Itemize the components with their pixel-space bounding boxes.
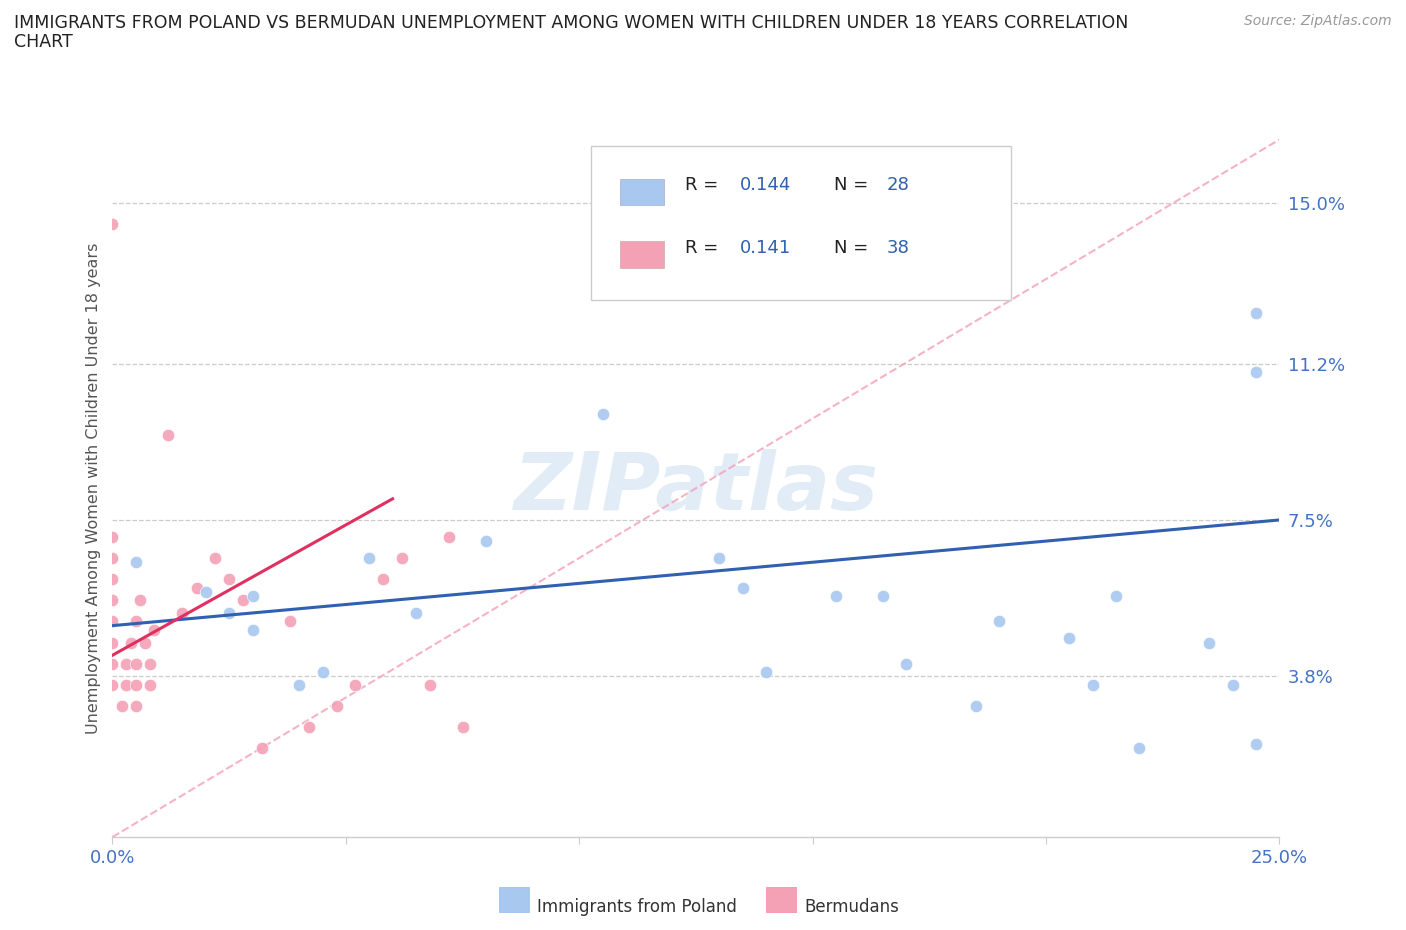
Text: ZIPatlas: ZIPatlas xyxy=(513,449,879,527)
Point xyxy=(1244,305,1267,320)
Point xyxy=(115,657,138,671)
Point xyxy=(592,406,614,421)
Point xyxy=(250,741,273,756)
Point xyxy=(1105,589,1128,604)
Point xyxy=(101,657,124,671)
Point xyxy=(419,677,441,692)
Point xyxy=(101,614,124,629)
Point xyxy=(204,551,226,565)
Point xyxy=(125,555,148,570)
Point xyxy=(405,605,427,620)
Text: Source: ZipAtlas.com: Source: ZipAtlas.com xyxy=(1244,14,1392,28)
Point xyxy=(125,614,148,629)
Point xyxy=(242,589,264,604)
Point xyxy=(157,428,180,443)
Point xyxy=(359,551,381,565)
Point xyxy=(1244,365,1267,379)
Text: N =: N = xyxy=(834,176,873,194)
Point xyxy=(101,551,124,565)
Point xyxy=(242,622,264,637)
Point xyxy=(139,657,162,671)
Text: N =: N = xyxy=(834,239,873,257)
Point xyxy=(115,677,138,692)
Text: R =: R = xyxy=(686,239,724,257)
Point xyxy=(288,677,311,692)
Point xyxy=(232,592,254,607)
Point xyxy=(139,677,162,692)
Point xyxy=(101,677,124,692)
Point xyxy=(111,698,134,713)
Text: CHART: CHART xyxy=(14,33,73,50)
Point xyxy=(731,580,754,595)
Point xyxy=(872,589,894,604)
Point xyxy=(218,605,240,620)
Text: R =: R = xyxy=(686,176,724,194)
FancyBboxPatch shape xyxy=(620,179,665,206)
Point xyxy=(1128,741,1150,756)
Point xyxy=(988,614,1011,629)
Point xyxy=(1244,737,1267,751)
Text: 38: 38 xyxy=(886,239,910,257)
Point xyxy=(1222,677,1244,692)
Point xyxy=(437,529,460,544)
Point xyxy=(101,217,124,232)
Point xyxy=(125,657,148,671)
Point xyxy=(129,592,152,607)
Point xyxy=(101,592,124,607)
Point xyxy=(186,580,208,595)
Point xyxy=(894,657,917,671)
Point xyxy=(172,605,194,620)
Point xyxy=(344,677,367,692)
Point xyxy=(278,614,301,629)
Point xyxy=(825,589,848,604)
FancyBboxPatch shape xyxy=(591,147,1011,300)
Point xyxy=(373,572,395,587)
Point xyxy=(297,720,319,735)
Point xyxy=(125,677,148,692)
Point xyxy=(1081,677,1104,692)
Point xyxy=(325,698,347,713)
Point xyxy=(311,665,333,680)
Point xyxy=(475,534,498,549)
Point xyxy=(101,635,124,650)
Text: IMMIGRANTS FROM POLAND VS BERMUDAN UNEMPLOYMENT AMONG WOMEN WITH CHILDREN UNDER : IMMIGRANTS FROM POLAND VS BERMUDAN UNEMP… xyxy=(14,14,1129,32)
Point xyxy=(120,635,142,650)
Text: 0.141: 0.141 xyxy=(741,239,792,257)
Point xyxy=(194,584,217,599)
Point xyxy=(143,622,166,637)
Point xyxy=(755,665,778,680)
Point xyxy=(391,551,413,565)
Y-axis label: Unemployment Among Women with Children Under 18 years: Unemployment Among Women with Children U… xyxy=(86,243,101,734)
Point xyxy=(709,551,731,565)
Point xyxy=(965,698,987,713)
FancyBboxPatch shape xyxy=(620,242,665,268)
Text: Immigrants from Poland: Immigrants from Poland xyxy=(537,897,737,916)
Text: Bermudans: Bermudans xyxy=(804,897,898,916)
Point xyxy=(101,572,124,587)
Point xyxy=(134,635,156,650)
Point xyxy=(1059,631,1081,645)
Point xyxy=(1198,635,1220,650)
Point xyxy=(218,572,240,587)
Point xyxy=(125,698,148,713)
Point xyxy=(451,720,474,735)
Text: 28: 28 xyxy=(886,176,910,194)
Point xyxy=(101,529,124,544)
Text: 0.144: 0.144 xyxy=(741,176,792,194)
